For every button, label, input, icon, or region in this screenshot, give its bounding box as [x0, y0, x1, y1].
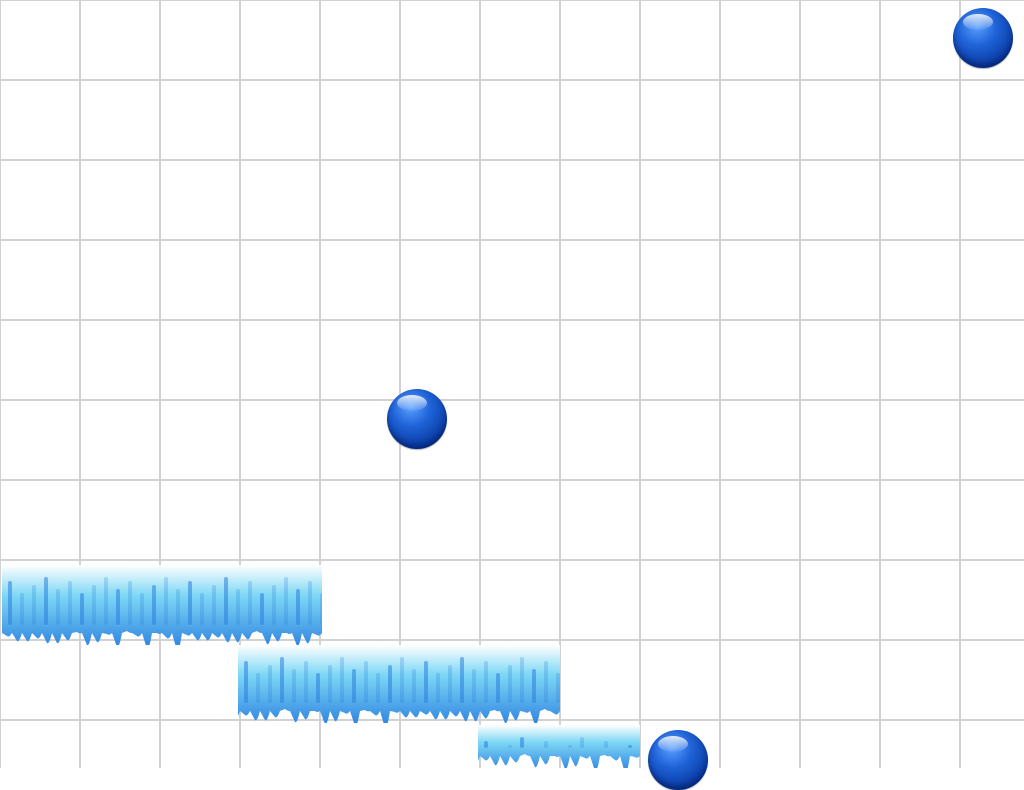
icicle-streak [412, 669, 416, 703]
icicle-streak [364, 661, 368, 703]
ball-1[interactable] [953, 8, 1013, 68]
icicle-streak [128, 581, 132, 625]
icicle-streak [20, 593, 24, 625]
ice-body [238, 645, 560, 723]
icicle-streak [224, 577, 228, 625]
icicle-streak [164, 577, 168, 625]
icicle-streak [308, 581, 312, 625]
icicle-streak [400, 657, 404, 703]
icicle-streak [104, 577, 108, 625]
icicle-streak [376, 673, 380, 703]
icicle-streak [280, 657, 284, 703]
icicle-streak [448, 665, 452, 703]
icicle-streak [520, 657, 524, 703]
icicle-streak [244, 661, 248, 703]
icicle-streak [320, 593, 322, 625]
icicle-streak [188, 581, 192, 625]
icicle-streak [212, 585, 216, 625]
icicle-streak [472, 669, 476, 703]
icicle-streak [604, 741, 608, 748]
ice-platform-1 [2, 565, 322, 645]
icicle-streak [272, 585, 276, 625]
icicle-streak [544, 741, 548, 748]
icicle-streak [152, 585, 156, 625]
icicle-streak [8, 581, 12, 625]
icicle-streak [284, 577, 288, 625]
ice-platform-3 [478, 725, 640, 768]
icicle-streak [388, 665, 392, 703]
ball-2[interactable] [387, 389, 447, 449]
icicle-streak [92, 585, 96, 625]
icicle-streak [436, 673, 440, 703]
icicle-streak [236, 589, 240, 625]
icicle-streak [484, 661, 488, 703]
icicle-streak [520, 737, 524, 748]
icicle-streak [260, 593, 264, 625]
ball-3[interactable] [648, 730, 708, 790]
icicle-streak [68, 581, 72, 625]
icicle-streak [328, 665, 332, 703]
ice-body [478, 725, 640, 768]
icicle-streak [116, 589, 120, 625]
icicle-streak [80, 593, 84, 625]
icicle-streak [256, 673, 260, 703]
icicle-streak [44, 577, 48, 625]
icicle-streak [268, 665, 272, 703]
icicle-streak [628, 745, 632, 748]
icicle-streak [568, 745, 572, 748]
icicle-streak [496, 673, 500, 703]
icicle-streak [200, 593, 204, 625]
icicle-streak [32, 585, 36, 625]
icicle-streak [316, 673, 320, 703]
icicle-streak [580, 737, 584, 748]
icicle-streak [544, 661, 548, 703]
icicle-streak [352, 669, 356, 703]
icicle-streak [424, 661, 428, 703]
icicle-streak [56, 589, 60, 625]
icicle-streak [140, 593, 144, 625]
icicle-streak [460, 657, 464, 703]
icicle-streak [556, 673, 560, 703]
ice-platform-2 [238, 645, 560, 723]
icicle-streak [340, 657, 344, 703]
icicle-streak [304, 661, 308, 703]
icicle-streak [296, 589, 300, 625]
icicle-streak [176, 589, 180, 625]
icicle-streak [484, 741, 488, 748]
icicle-streak [508, 665, 512, 703]
icicle-streak [292, 669, 296, 703]
icicle-streak [532, 669, 536, 703]
icicle-streak [508, 745, 512, 748]
icicle-streak [248, 581, 252, 625]
